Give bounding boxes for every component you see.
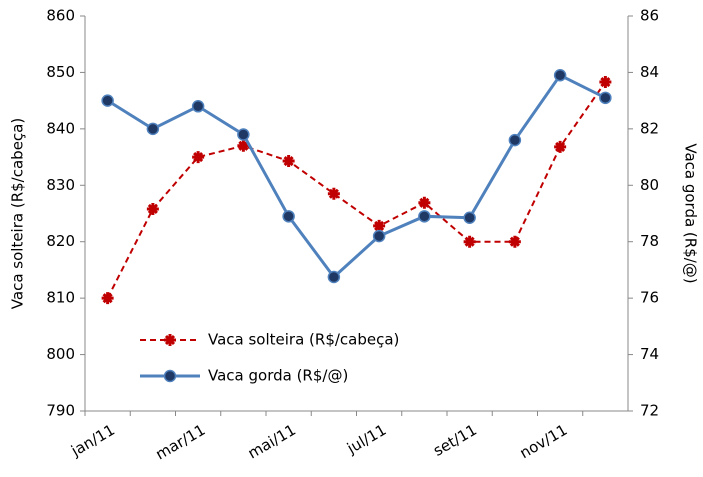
point: [192, 151, 205, 164]
point: [463, 235, 476, 248]
y2-tick-label: 78: [640, 232, 659, 250]
point: [599, 76, 612, 89]
point: [463, 211, 476, 224]
y-tick-label: 810: [46, 289, 75, 307]
point: [146, 202, 159, 215]
point: [508, 235, 521, 248]
y-axis-title: Vaca solteira (R$/cabeça): [9, 118, 27, 309]
legend-label: Vaca solteira (R$/cabeça): [208, 331, 399, 349]
x-tick-label: jul/11: [343, 421, 389, 458]
point: [418, 210, 431, 223]
x-tick-label: set/11: [430, 421, 480, 460]
y-tick-label: 830: [46, 176, 75, 194]
point: [282, 210, 295, 223]
y2-tick-label: 72: [640, 402, 659, 420]
point: [599, 91, 612, 105]
y2-tick-label: 84: [640, 63, 659, 81]
point: [164, 334, 176, 346]
point: [373, 219, 386, 232]
legend-label: Vaca gorda (R$/@): [208, 367, 348, 385]
x-tick-label: nov/11: [517, 421, 571, 462]
y2-tick-label: 80: [640, 176, 659, 194]
x-tick-label: mai/11: [245, 421, 299, 463]
y2-tick-label: 86: [640, 7, 659, 25]
point: [282, 155, 295, 168]
y2-tick-label: 76: [640, 289, 659, 307]
point: [101, 94, 114, 107]
point: [554, 140, 567, 153]
point: [327, 270, 341, 284]
point: [418, 196, 431, 209]
y2-tick-label: 74: [640, 345, 659, 363]
point: [237, 139, 250, 152]
point: [146, 122, 160, 136]
point: [237, 128, 250, 141]
y-tick-label: 840: [46, 119, 75, 137]
x-tick-label: jan/11: [67, 421, 118, 461]
x-tick-label: mar/11: [153, 421, 209, 464]
series-line: [106, 73, 607, 280]
point: [508, 133, 522, 147]
point: [191, 100, 205, 113]
point: [101, 292, 114, 305]
y-tick-label: 800: [46, 345, 75, 363]
point: [553, 69, 567, 82]
y2-axis-title: Vaca gorda (R$/@): [682, 143, 700, 283]
y-tick-label: 790: [46, 402, 75, 420]
y2-tick-label: 82: [640, 119, 659, 137]
point: [372, 229, 386, 243]
y-tick-label: 860: [46, 7, 75, 25]
y-tick-label: 850: [46, 63, 75, 81]
point: [163, 369, 177, 383]
y-tick-label: 820: [46, 232, 75, 250]
point: [327, 187, 340, 200]
